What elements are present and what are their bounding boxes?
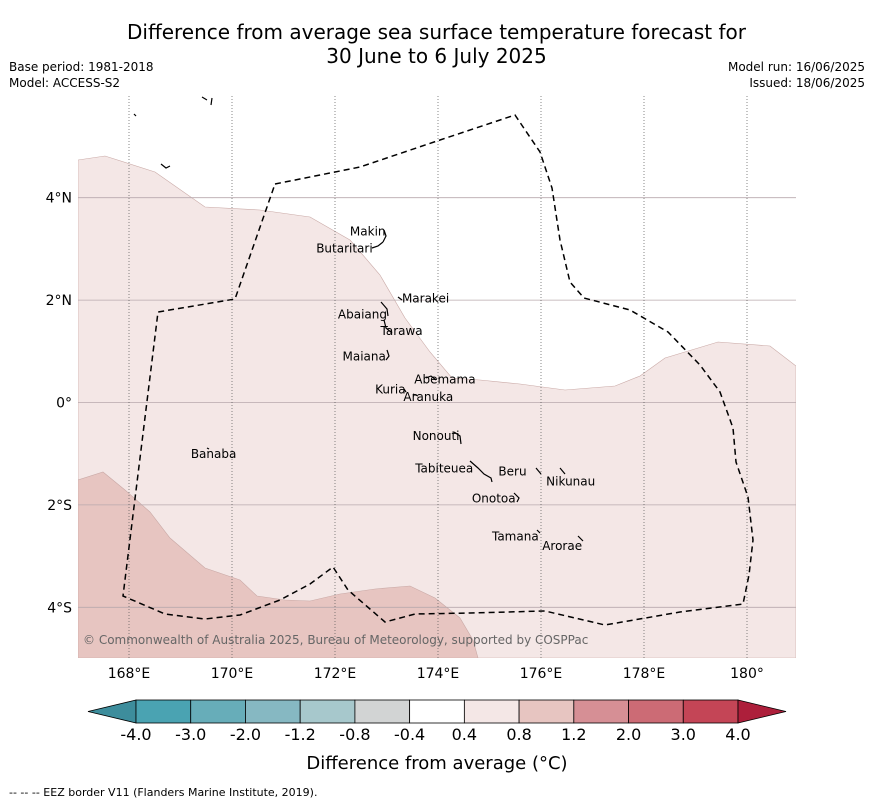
lon-tick-label: 172°E [314,666,357,682]
colorbar-tick-label: 3.0 [671,725,696,744]
lon-tick-label: 174°E [417,666,460,682]
lat-tick-label: 4°S [47,600,72,616]
colorbar-segment [573,699,629,724]
colorbar-segment [409,699,465,724]
anomaly-region-light [78,155,796,658]
model-run: Model run: 16/06/2025 [727,60,865,74]
place-label: Maiana [343,349,386,363]
meta-right: Model run: 16/06/2025 Issued: 18/06/2025 [728,59,865,91]
colorbar-arrow-low [87,699,137,724]
place-label: Aranuka [403,390,453,404]
colorbar-tick-label: 2.0 [616,725,641,744]
colorbar-tick-label: -4.0 [120,725,151,744]
islands [133,96,584,542]
place-label: Beru [498,465,526,479]
graticule [78,96,796,658]
colorbar-tick-label: -2.0 [230,725,261,744]
place-label: Abaiang [338,307,387,321]
place-label: Nikunau [546,475,595,489]
island-maiana-shape [385,349,390,361]
colorbar-tick-label: -3.0 [175,725,206,744]
meta-left: Base period: 1981-2018 Model: ACCESS-S2 [9,59,154,91]
lat-tick-label: 0° [56,396,72,412]
lon-tick-label: 176°E [520,666,563,682]
colorbar-tick-label: 1.2 [561,725,586,744]
colorbar-arrow-high [737,699,787,724]
lon-tick-label: 168°E [108,666,151,682]
anomaly-region-medium [78,471,479,658]
place-labels: Makin Butaritari Marakei Abaiang Tarawa Maian… [191,225,595,554]
latitude-labels: 4°N 2°N 0° 2°S 4°S [46,191,73,617]
place-label: Marakei [402,292,449,306]
longitude-labels: 168°E 170°E 172°E 174°E 176°E 178°E 180° [108,666,764,682]
place-label: Butaritari [316,241,373,255]
lat-tick-label: 2°N [46,293,72,309]
colorbar-segment [190,699,246,724]
lon-tick-label: 170°E [211,666,254,682]
colorbar-tick-label: -0.8 [339,725,370,744]
island-kuria-shape [403,388,407,393]
place-label: Kuria [375,383,406,397]
colorbar-segment [628,699,684,724]
colorbar-segment [518,699,575,724]
place-label: Nonouti [413,429,460,443]
colorbar-tick-label: 0.8 [506,725,531,744]
colorbar-segment [463,699,520,724]
island-nikunau-shape [559,467,566,475]
island-onotoa-shape [513,492,520,503]
island-beru-shape [535,467,542,475]
colorbar-tick-label: -1.2 [285,725,316,744]
map-area: Makin Butaritari Marakei Abaiang Tarawa Maian… [78,96,796,658]
lat-tick-label: 2°S [47,498,72,514]
title-line-1: Difference from average sea surface temp… [126,20,746,44]
colorbar-segment [299,699,356,724]
eez-border [122,114,754,626]
issued-date: Issued: 18/06/2025 [749,76,865,90]
map-title: Difference from average sea surface temp… [0,20,873,68]
island-north-1-shape [201,96,213,106]
lat-tick-label: 4°N [46,191,72,207]
place-label: Onotoa [472,492,516,506]
island-aranuka-shape [412,393,419,397]
colorbar-tick-label: 4.0 [725,725,750,744]
island-marakei-shape [397,296,403,301]
eez-border-note: -- -- -- EEZ border V11 (Flanders Marine… [9,786,318,799]
colorbar-tick-label: 0.4 [452,725,477,744]
island-abaiang-shape [380,301,389,317]
colorbar-tick-label: -0.4 [394,725,425,744]
place-label: Banaba [191,447,237,461]
island-butaritari-shape [371,241,384,249]
island-tabiteuea-shape [469,460,493,483]
place-label: Abemama [414,372,475,386]
island-makin-shape [382,229,387,243]
island-banaba-shape [206,447,210,450]
island-abemama-shape [425,375,437,381]
island-arorae-shape [577,535,584,542]
place-label: Tarawa [380,324,423,338]
colorbar-segment [245,699,301,724]
place-label: Makin [350,225,386,239]
colorbar: -4.0 -3.0 -2.0 -1.2 -0.8 -0.4 0.4 0.8 1.2 2.0 3.0 4… [87,699,787,744]
copyright-text: © Commonwealth of Australia 2025, Bureau… [83,633,588,647]
island-nonouti-shape [453,431,462,445]
base-period: Base period: 1981-2018 [9,60,154,74]
lon-tick-label: 178°E [623,666,666,682]
colorbar-segment [135,699,192,724]
lon-tick-label: 180° [730,666,764,682]
model-name: Model: ACCESS-S2 [9,76,121,90]
island-north-2-shape [133,113,137,117]
colorbar-label: Difference from average (°C) [306,753,567,774]
colorbar-segment [354,699,411,724]
place-label: Arorae [542,539,582,553]
place-label: Tamana [491,530,539,544]
place-label: Tabiteuea [414,462,473,476]
colorbar-segment [682,699,739,724]
island-tarawa-shape [383,319,393,334]
island-tamana-shape [536,529,541,534]
island-north-3-shape [160,163,171,169]
title-line-2: 30 June to 6 July 2025 [326,44,547,68]
